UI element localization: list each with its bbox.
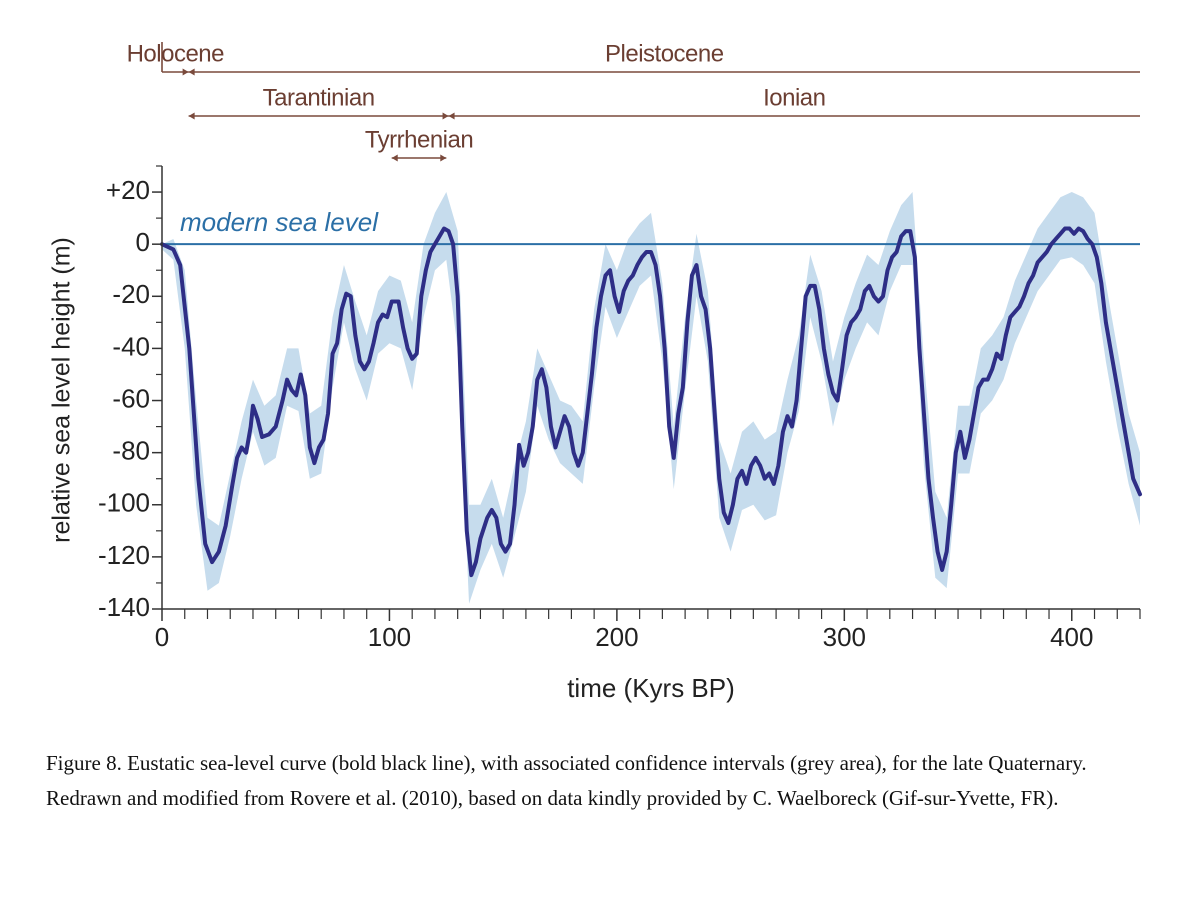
y-tick-label: -140	[98, 592, 150, 622]
chart: time (Kyrs BP) relative sea level height…	[48, 40, 1142, 703]
y-tick-label: +20	[106, 175, 150, 205]
x-tick-label: 400	[1050, 622, 1093, 652]
period-arrow	[188, 112, 195, 120]
period-arrow	[391, 154, 398, 162]
confidence-band	[162, 192, 1140, 604]
y-tick-label: 0	[136, 227, 150, 257]
caption: Figure 8. Eustatic sea-level curve (bold…	[46, 748, 1154, 818]
reference-label: modern sea level	[180, 207, 379, 237]
period-arrow	[448, 112, 455, 120]
period-arrow	[188, 68, 195, 76]
y-tick-label: -80	[112, 436, 150, 466]
x-tick-label: 100	[368, 622, 411, 652]
period-label: Holocene	[127, 40, 225, 67]
sea-level-line	[160, 226, 1142, 578]
period-label: Ionian	[763, 84, 825, 111]
y-tick-label: -60	[112, 383, 150, 413]
y-tick-label: -40	[112, 331, 150, 361]
period-arrow	[440, 154, 447, 162]
x-tick-label: 0	[155, 622, 169, 652]
period-label: Tyrrhenian	[365, 126, 473, 153]
y-tick-label: -120	[98, 540, 150, 570]
x-tick-label: 300	[823, 622, 866, 652]
x-axis-label: time (Kyrs BP)	[567, 673, 735, 703]
caption-line: Figure 8. Eustatic sea-level curve (bold…	[46, 751, 1087, 775]
period-label: Pleistocene	[605, 40, 724, 67]
period-arrow	[182, 68, 189, 76]
period-label: Tarantinian	[263, 84, 375, 111]
period-arrow	[442, 112, 449, 120]
x-tick-label: 200	[595, 622, 638, 652]
y-axis-label: relative sea level height (m)	[48, 237, 76, 543]
y-tick-label: -20	[112, 279, 150, 309]
y-tick-label: -100	[98, 488, 150, 518]
caption-line: Redrawn and modified from Rovere et al. …	[46, 786, 1059, 810]
